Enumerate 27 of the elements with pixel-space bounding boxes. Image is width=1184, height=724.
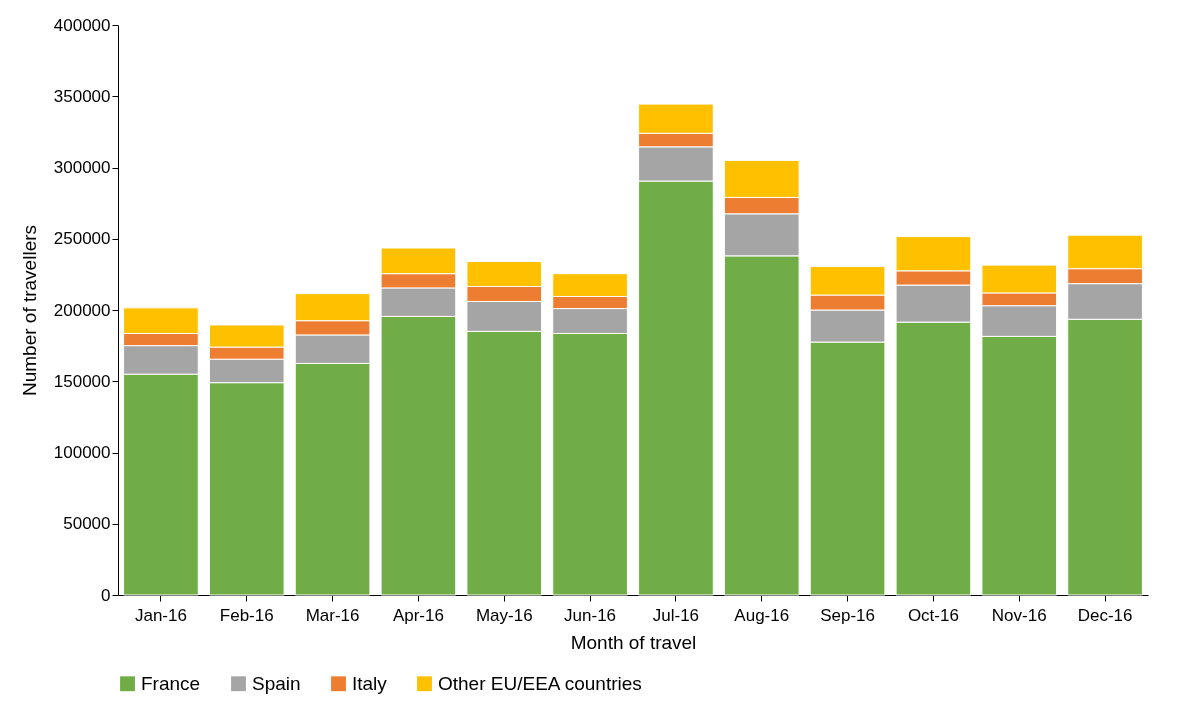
- x-tick-label: Mar-16: [305, 605, 360, 625]
- y-tick-label: 350000: [53, 86, 111, 106]
- x-tick-label: Aug-16: [734, 605, 790, 625]
- y-tick-label: 50000: [63, 514, 111, 534]
- y-tick-label: 200000: [53, 300, 111, 320]
- x-axis-title: Month of travel: [570, 631, 697, 653]
- x-tick-label: Oct-16: [907, 605, 959, 625]
- x-tick-label: Apr-16: [392, 605, 444, 625]
- x-tick-label: Sep-16: [820, 605, 875, 625]
- x-tick-label: Jan-16: [134, 605, 187, 625]
- y-tick-label: 250000: [53, 229, 111, 249]
- x-tick-label: Feb-16: [219, 605, 274, 625]
- legend-label: Italy: [352, 672, 388, 694]
- y-tick-label: 150000: [53, 371, 111, 391]
- legend-label: Spain: [252, 672, 301, 694]
- y-tick-label: 300000: [53, 158, 111, 177]
- legend-label: Other EU/EEA countries: [438, 672, 642, 694]
- legend-label: France: [141, 672, 201, 694]
- x-tick-label: May-16: [475, 605, 533, 625]
- x-tick-label: Jun-16: [564, 605, 617, 625]
- y-tick-label: 0: [101, 585, 111, 605]
- y-tick-label: 400000: [53, 15, 111, 35]
- x-tick-label: Jul-16: [652, 605, 700, 625]
- x-tick-label: Nov-16: [991, 605, 1047, 625]
- y-axis-title: Number of travellers: [18, 224, 40, 397]
- x-tick-label: Dec-16: [1077, 605, 1133, 625]
- y-tick-label: 100000: [53, 443, 111, 462]
